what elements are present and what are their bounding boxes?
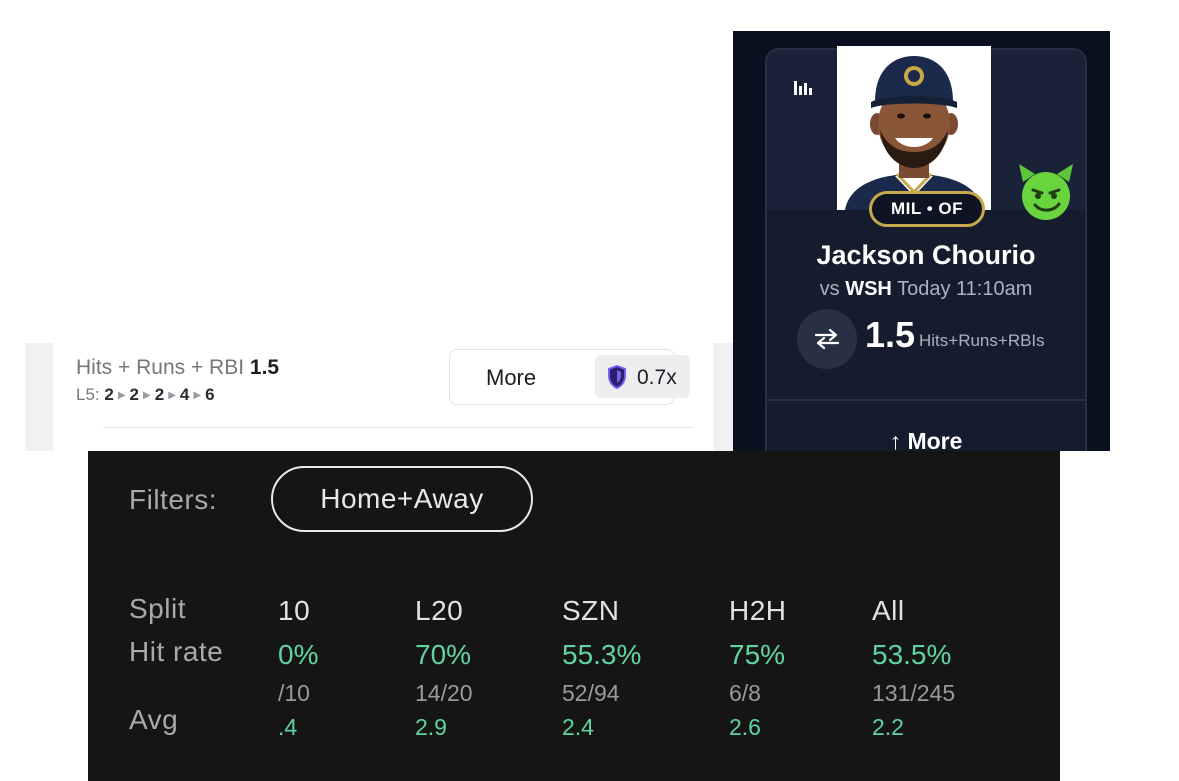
- team-position-pill: MIL • OF: [869, 191, 985, 227]
- split-row-label: Split: [129, 593, 186, 624]
- prop-line-value: 1.5: [865, 314, 916, 355]
- split-header: All: [872, 595, 905, 626]
- avg-row-label: Avg: [129, 704, 179, 735]
- split-average: .4: [278, 714, 298, 740]
- split-header: L20: [415, 595, 464, 626]
- split-hit-rate: 53.5%: [872, 639, 952, 670]
- card-divider: [767, 399, 1085, 401]
- game-matchup: vs WSH Today 11:10am: [767, 278, 1085, 301]
- bar-chart-icon[interactable]: [793, 78, 813, 98]
- triangle-right-icon: ▶: [117, 390, 126, 401]
- split-hit-rate: 70%: [415, 639, 472, 670]
- last-five-value: 4: [179, 385, 190, 404]
- swap-icon: [814, 328, 840, 350]
- triangle-right-icon: ▶: [193, 390, 202, 401]
- prop-line-value: 1.5: [249, 356, 280, 379]
- last-five-value: 2: [104, 385, 114, 404]
- swap-button[interactable]: [797, 309, 857, 369]
- filters-label: Filters:: [129, 484, 217, 515]
- split-header: 10: [278, 595, 311, 626]
- split-hit-rate: 75%: [729, 639, 786, 670]
- more-button[interactable]: ↑ More: [889, 428, 963, 451]
- split-header: SZN: [562, 595, 620, 626]
- more-button-label: More: [486, 365, 537, 390]
- prop-row-panel: Hits + Runs + RBI 1.5 L5: 2 ▶ 2 ▶ 2 ▶ 4 ▶ 6 More…: [25, 343, 733, 451]
- shield-icon: [608, 365, 626, 389]
- split-columns: 10 0% /10 .4 L20 70% 14/20 2.9 SZN 55.3%…: [88, 451, 1060, 781]
- triangle-right-icon: ▶: [168, 390, 176, 401]
- filter-chip-home-away[interactable]: Home+Away: [271, 466, 533, 532]
- split-fraction: 131/245: [872, 680, 956, 706]
- hit-rate-row-label: Hit rate: [129, 636, 224, 667]
- row-divider: [103, 427, 693, 428]
- matchup-prefix: vs: [819, 278, 840, 300]
- player-card-panel: MIL • OF Jackson Chourio vs WSH Today 11…: [733, 31, 1110, 451]
- last-five-value: 6: [205, 385, 215, 404]
- opponent-team: WSH: [845, 278, 892, 300]
- prop-title: Hits + Runs + RBI 1.5: [76, 356, 279, 380]
- game-time: Today 11:10am: [897, 278, 1033, 300]
- split-average: 2.2: [872, 714, 904, 740]
- prop-stat-name: Hits+Runs+RBIs: [919, 331, 1045, 350]
- last-five-value: 2: [129, 385, 140, 404]
- last-five-games: L5: 2 ▶ 2 ▶ 2 ▶ 4 ▶ 6: [76, 385, 215, 405]
- split-average: 2.6: [729, 714, 761, 740]
- player-card[interactable]: MIL • OF Jackson Chourio vs WSH Today 11…: [765, 46, 1087, 451]
- split-fraction: 14/20: [415, 680, 473, 706]
- last-five-label: L5:: [76, 385, 100, 404]
- devil-emoji-icon: [1019, 164, 1073, 220]
- last-five-value: 2: [154, 385, 165, 404]
- triangle-right-icon: ▶: [143, 390, 151, 401]
- split-fraction: 6/8: [729, 680, 761, 706]
- prop-row-card[interactable]: Hits + Runs + RBI 1.5 L5: 2 ▶ 2 ▶ 2 ▶ 4 ▶ 6 More…: [53, 343, 713, 451]
- split-header: H2H: [729, 595, 787, 626]
- split-average: 2.4: [562, 714, 594, 740]
- split-fraction: /10: [278, 680, 310, 706]
- split-hit-rate: 55.3%: [562, 639, 642, 670]
- split-average: 2.9: [415, 714, 447, 740]
- player-headshot: [837, 46, 991, 210]
- splits-panel: Filters: Home+Away Split Hit rate Avg 10…: [88, 451, 1060, 781]
- player-name: Jackson Chourio: [816, 240, 1036, 270]
- split-fraction: 52/94: [562, 680, 620, 706]
- prop-stat-name: Hits + Runs + RBI: [76, 356, 245, 379]
- split-hit-rate: 0%: [278, 639, 319, 670]
- multiplier-value: 0.7x: [637, 366, 677, 389]
- multiplier-badge[interactable]: 0.7x: [595, 355, 690, 398]
